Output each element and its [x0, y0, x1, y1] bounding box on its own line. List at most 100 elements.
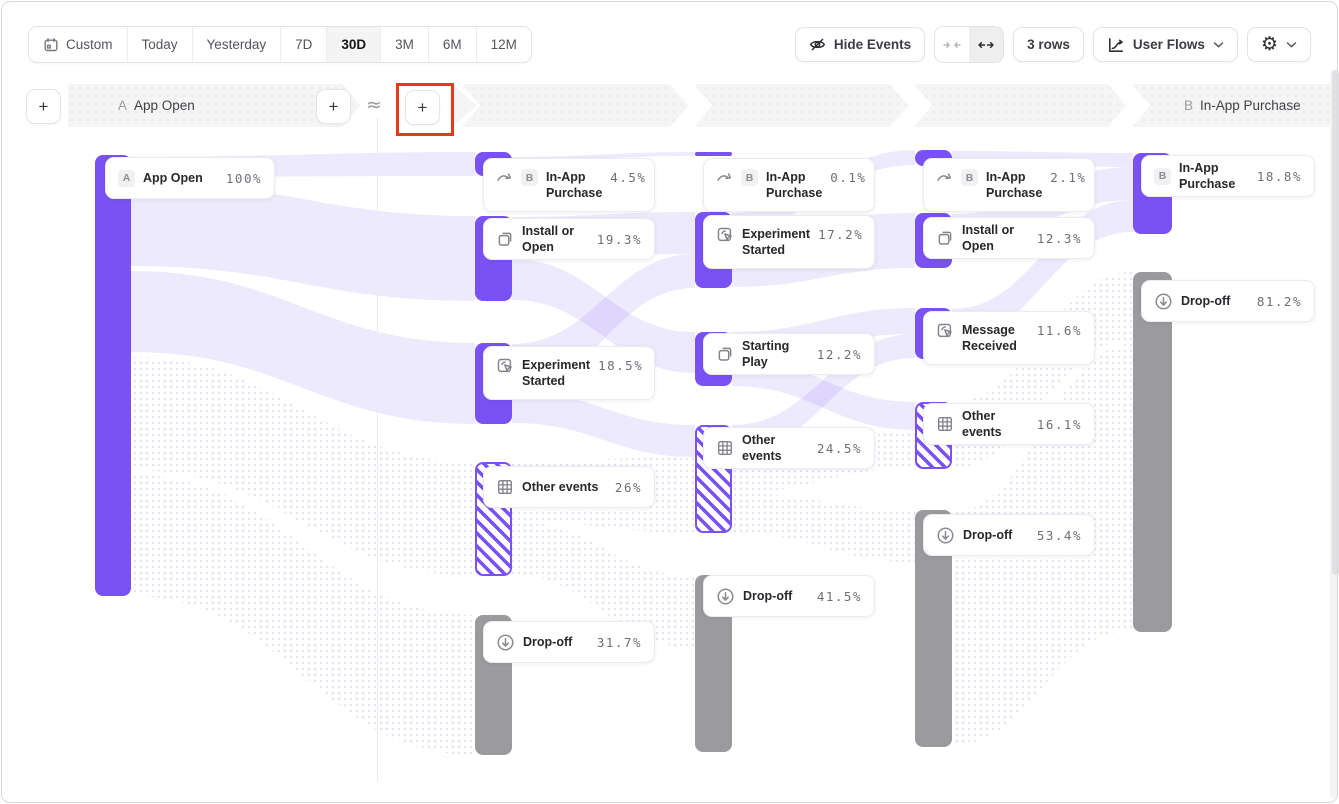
date-range-today[interactable]: Today [127, 27, 193, 62]
node-card-experiment-started[interactable]: Experiment Started 17.2% [703, 215, 875, 269]
node-card-app-open[interactable]: A App Open 100% [105, 157, 275, 199]
date-range-6m[interactable]: 6M [428, 27, 477, 62]
node-bar-app-open[interactable] [95, 155, 131, 596]
vertical-scrollbar-thumb[interactable] [1332, 70, 1339, 575]
collapse-columns-button[interactable] [935, 27, 969, 62]
node-card-in-app-purchase[interactable]: B In-App Purchase 4.5% [483, 158, 655, 212]
step-letter-badge: B [961, 169, 978, 186]
node-percentage: 12.3% [1036, 230, 1082, 246]
node-label: Message Received [962, 323, 1017, 354]
node-card-experiment-started[interactable]: Experiment Started 18.5% [483, 346, 655, 400]
node-bar-in-app-purchase[interactable] [695, 152, 732, 156]
node-card-drop-off[interactable]: Drop-off 31.7% [483, 621, 655, 663]
expand-columns-button[interactable] [969, 27, 1004, 62]
node-percentage: 12.2% [816, 346, 862, 362]
node-label: Drop-off [963, 527, 1013, 542]
node-label: Install or Open [962, 222, 1015, 253]
node-card-message-received[interactable]: Message Received 11.6% [923, 311, 1095, 365]
step-letter: B [1184, 98, 1194, 113]
grid-icon [716, 439, 734, 457]
annotation-highlight-box [396, 83, 454, 136]
toolbar-right: Hide Events [794, 26, 1311, 63]
node-label: Drop-off [523, 634, 573, 649]
drop-off-icon [1154, 292, 1173, 311]
step-band-app-open[interactable]: A App Open [68, 84, 360, 127]
node-card-starting-play[interactable]: Starting Play 12.2% [703, 333, 875, 375]
node-card-in-app-purchase[interactable]: B In-App Purchase 2.1% [923, 158, 1095, 212]
node-card-drop-off[interactable]: Drop-off 53.4% [923, 514, 1095, 556]
step-letter-badge: A [118, 169, 135, 187]
node-card-in-app-purchase[interactable]: B In-App Purchase 18.8% [1141, 155, 1315, 197]
node-label: Drop-off [1181, 293, 1231, 308]
flow-ribbon[interactable] [512, 391, 695, 457]
flow-ribbon[interactable] [131, 357, 475, 576]
column-width-toggle [934, 26, 1005, 63]
eye-off-icon [809, 36, 826, 53]
flow-ribbon[interactable] [512, 521, 695, 648]
hide-events-label: Hide Events [833, 37, 912, 52]
date-range-30d[interactable]: 30D [327, 27, 382, 62]
node-label: In-App Purchase [1179, 160, 1236, 191]
date-range-custom[interactable]: Custom [29, 27, 128, 62]
node-card-other-events[interactable]: Other events 16.1% [923, 403, 1095, 445]
toolbar: Custom Today Yesterday 7D 30D 3M 6M 12M Hide Ev… [28, 26, 1311, 63]
step-label: App Open [134, 98, 195, 113]
view-selector-label: User Flows [1132, 37, 1205, 52]
node-percentage: 24.5% [816, 440, 862, 456]
node-card-other-events[interactable]: Other events 24.5% [703, 427, 875, 469]
node-percentage: 81.2% [1256, 293, 1302, 309]
node-card-other-events[interactable]: Other events 26% [483, 466, 655, 508]
date-range-3m[interactable]: 3M [381, 27, 429, 62]
node-percentage: 11.6% [1036, 323, 1082, 338]
node-label: Other events [962, 408, 1002, 439]
node-card-install-or-open[interactable]: Install or Open 12.3% [923, 217, 1095, 259]
step-letter: A [118, 98, 128, 113]
rows-button[interactable]: 3 rows [1013, 27, 1084, 62]
add-step-button[interactable]: + [405, 90, 440, 125]
chevron-down-icon [1213, 41, 1224, 49]
date-range-yesterday[interactable]: Yesterday [192, 27, 282, 62]
date-range-7d[interactable]: 7D [281, 27, 328, 62]
node-card-install-or-open[interactable]: Install or Open 19.3% [483, 218, 655, 260]
arrows-inward-icon [943, 39, 961, 51]
date-range-selector: Custom Today Yesterday 7D 30D 3M 6M 12M [28, 26, 532, 63]
node-percentage: 2.1% [1050, 170, 1087, 185]
step-band-2[interactable] [462, 84, 688, 127]
flow-ribbon[interactable] [732, 493, 915, 562]
date-range-label: Yesterday [206, 37, 267, 52]
step-band-3[interactable] [694, 84, 908, 127]
hide-events-button[interactable]: Hide Events [794, 27, 926, 62]
node-bar-drop-off[interactable] [1133, 272, 1172, 632]
add-step-middle-button[interactable]: + [316, 89, 351, 124]
node-label: In-App Purchase [986, 170, 1043, 201]
step-band-in-app-purchase[interactable]: B In-App Purchase [1132, 84, 1339, 127]
add-step-before-button[interactable]: + [26, 89, 61, 124]
settings-button[interactable]: ⚙ [1246, 27, 1311, 62]
flow-ribbon[interactable] [131, 182, 475, 301]
node-label: In-App Purchase [766, 170, 823, 201]
date-range-label: 3M [395, 37, 414, 52]
chevron-down-icon [1286, 41, 1297, 49]
node-percentage: 53.4% [1036, 527, 1082, 543]
flow-ribbon[interactable] [732, 358, 915, 430]
node-card-in-app-purchase[interactable]: B In-App Purchase 0.1% [703, 158, 875, 212]
squares-icon [496, 230, 514, 248]
step-letter-badge: B [1154, 167, 1171, 185]
date-range-12m[interactable]: 12M [476, 27, 531, 62]
step-label: In-App Purchase [1200, 98, 1301, 113]
node-card-drop-off[interactable]: Drop-off 81.2% [1141, 280, 1315, 322]
click-square-icon [716, 226, 734, 244]
node-percentage: 41.5% [816, 588, 862, 604]
flow-ribbon[interactable] [131, 271, 475, 424]
flow-ribbon[interactable] [512, 259, 695, 373]
column-divider-line [377, 118, 378, 782]
node-label: Other events [522, 479, 599, 494]
trend-arrow-icon [496, 169, 513, 186]
click-square-icon [936, 322, 954, 340]
view-selector-button[interactable]: User Flows [1092, 27, 1238, 62]
gear-icon: ⚙ [1260, 33, 1278, 55]
node-card-drop-off[interactable]: Drop-off 41.5% [703, 575, 875, 617]
flow-ribbon[interactable] [131, 475, 475, 755]
step-band-4[interactable] [914, 84, 1126, 127]
